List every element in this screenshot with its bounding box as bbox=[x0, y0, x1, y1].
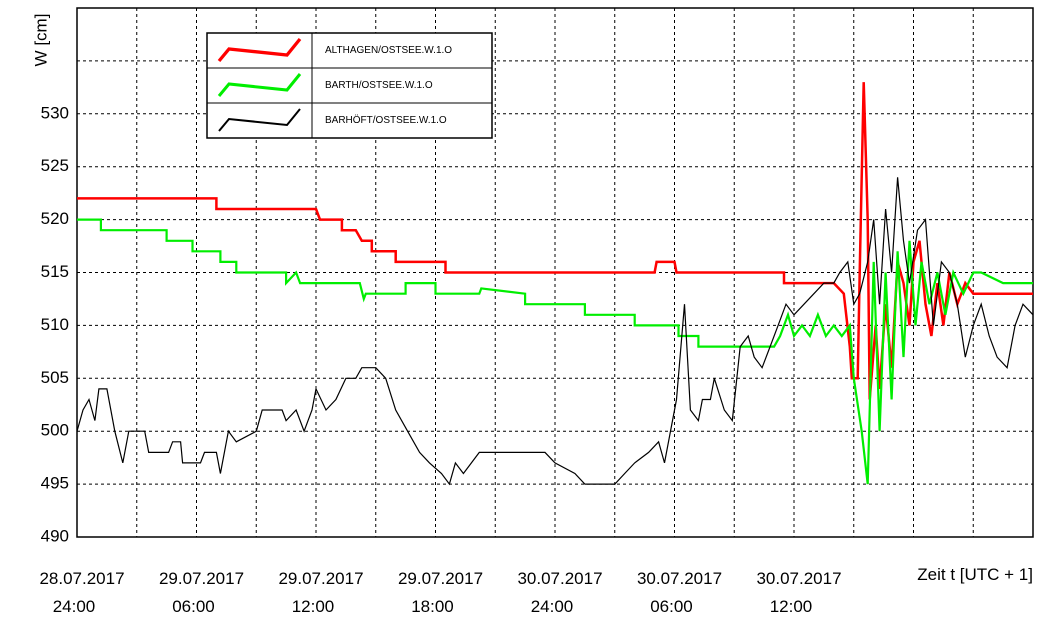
x-tick-label: 29.07.2017 06:00 bbox=[159, 569, 244, 616]
y-tick-label: 500 bbox=[41, 421, 69, 440]
y-tick-label: 505 bbox=[41, 368, 69, 387]
legend-swatch bbox=[218, 108, 301, 132]
y-tick-label: 510 bbox=[41, 315, 69, 334]
y-tick-label: 490 bbox=[41, 526, 69, 545]
series-line bbox=[77, 218, 1033, 485]
y-tick-label: 495 bbox=[41, 474, 69, 493]
y-tick-label: 520 bbox=[41, 209, 69, 228]
x-tick-label: 30.07.2017 06:00 bbox=[637, 569, 722, 616]
series-line bbox=[77, 82, 1033, 400]
y-tick-label: 530 bbox=[41, 103, 69, 122]
x-tick-label: 30.07.2017 24:00 bbox=[517, 569, 602, 616]
plot-border bbox=[76, 7, 1034, 538]
legend-label: BARHÖFT/OSTSEE.W.1.O bbox=[325, 114, 447, 126]
x-tick-label: 28.07.2017 24:00 bbox=[39, 569, 124, 616]
x-tick-label: 30.07.2017 12:00 bbox=[756, 569, 841, 616]
legend-label: ALTHAGEN/OSTSEE.W.1.O bbox=[325, 45, 452, 56]
y-tick-label: 525 bbox=[41, 156, 69, 175]
x-tick-label: 29.07.2017 12:00 bbox=[278, 569, 363, 616]
y-axis-label: W [cm] bbox=[31, 14, 50, 67]
y-tick-label: 515 bbox=[41, 262, 69, 281]
legend-swatch bbox=[217, 73, 302, 97]
x-axis-label: Zeit t [UTC + 1] bbox=[917, 565, 1033, 584]
legend-swatch bbox=[217, 37, 302, 63]
series-line bbox=[77, 177, 1033, 486]
legend-label: BARTH/OSTSEE.W.1.O bbox=[325, 80, 433, 91]
x-tick-label: 29.07.2017 18:00 bbox=[398, 569, 483, 616]
